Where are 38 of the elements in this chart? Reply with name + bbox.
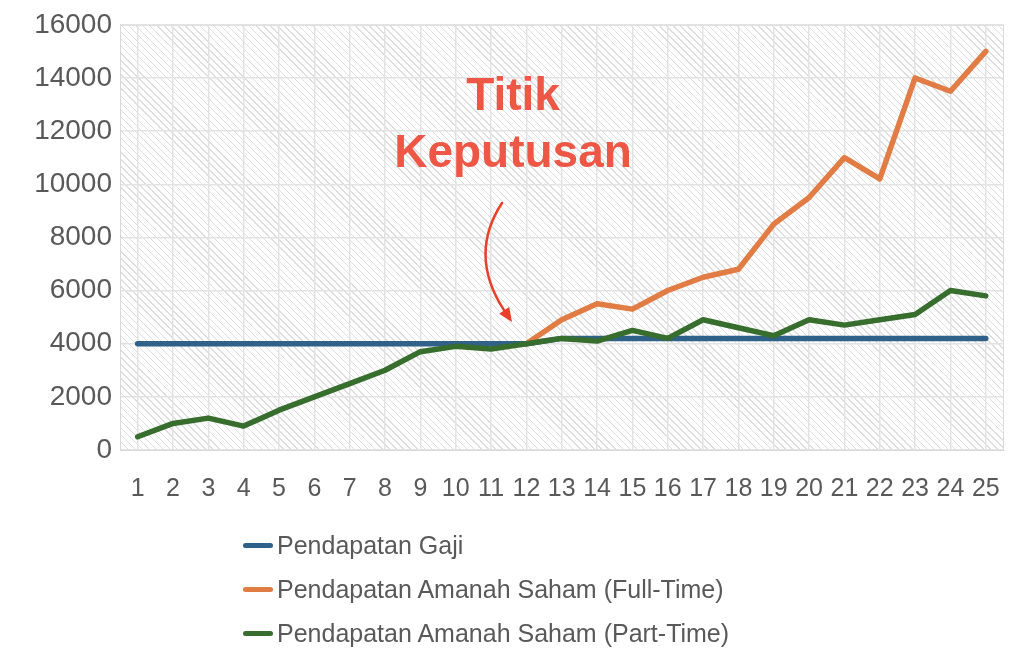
x-tick-label: 25 [971, 472, 1000, 501]
x-tick-label: 6 [307, 472, 322, 501]
y-tick-label: 12000 [34, 113, 112, 145]
x-tick-label: 1 [130, 472, 145, 501]
x-tick-label: 15 [618, 472, 647, 501]
x-tick-label: 23 [901, 472, 930, 501]
x-tick-label: 10 [441, 472, 470, 501]
legend-label: Pendapatan Gaji [277, 530, 464, 560]
x-tick-label: 20 [795, 472, 824, 501]
x-tick-label: 18 [724, 472, 753, 501]
x-tick-label: 5 [272, 472, 286, 501]
x-tick-label: 12 [512, 472, 541, 501]
x-tick-label: 14 [583, 472, 612, 501]
x-tick-label: 11 [478, 472, 505, 501]
y-tick-label: 0 [96, 432, 112, 464]
x-tick-label: 24 [936, 472, 965, 501]
x-tick-label: 22 [865, 472, 894, 501]
x-tick-label: 8 [378, 472, 392, 501]
y-tick-label: 14000 [34, 60, 112, 92]
y-tick-label: 16000 [34, 7, 112, 39]
x-tick-label: 21 [830, 472, 859, 501]
x-tick-label: 16 [653, 472, 682, 501]
legend-label: Pendapatan Amanah Saham (Full-Time) [277, 574, 724, 604]
x-tick-label: 13 [547, 472, 576, 501]
y-tick-label: 6000 [49, 273, 112, 305]
y-tick-label: 8000 [49, 220, 112, 252]
x-tick-label: 4 [236, 472, 251, 501]
x-tick-label: 7 [342, 472, 357, 501]
y-tick-label: 10000 [34, 166, 112, 198]
x-tick-label: 17 [689, 472, 717, 501]
x-tick-label: 2 [166, 472, 180, 501]
x-tick-label: 9 [413, 472, 428, 501]
x-tick-label: 3 [201, 472, 216, 501]
annotation: Titik Keputusan [393, 67, 633, 179]
y-tick-label: 4000 [49, 326, 112, 358]
y-tick-label: 2000 [49, 379, 112, 411]
legend-label: Pendapatan Amanah Saham (Part-Time) [277, 618, 730, 648]
x-tick-label: 19 [759, 472, 788, 501]
